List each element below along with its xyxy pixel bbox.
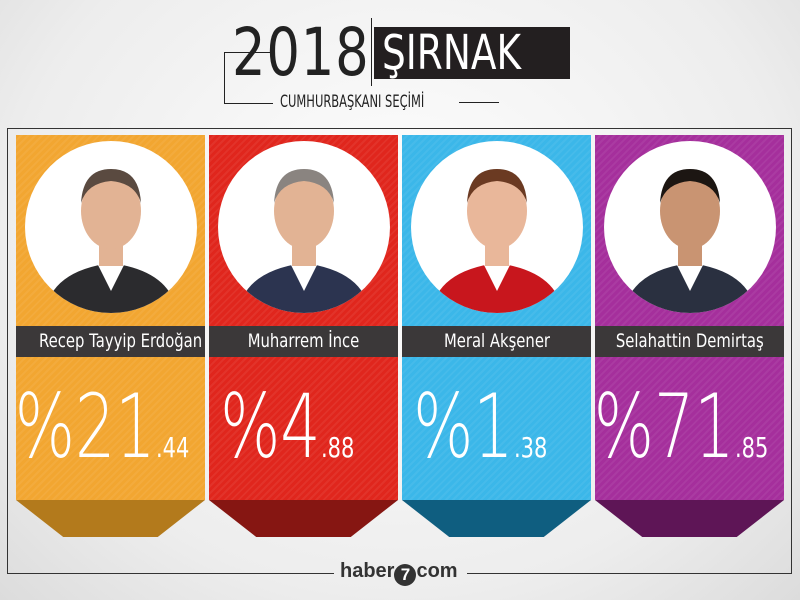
card-base [16, 500, 205, 537]
vote-percentage: %71.85 [594, 375, 769, 478]
candidate-name: Muharrem İnce [209, 326, 398, 357]
vote-percentage: %1.38 [413, 375, 548, 478]
portrait-icon [624, 169, 756, 313]
candidate-name: Recep Tayyip Erdoğan [16, 326, 205, 357]
header-bracket [224, 52, 273, 104]
candidate-card: Muharrem İnce %4.88 [209, 135, 398, 538]
candidate-name: Meral Akşener [402, 326, 591, 357]
frame-bottom-left [7, 573, 334, 574]
candidate-photo [604, 141, 776, 313]
candidate-photo [218, 141, 390, 313]
vote-percentage: %21.44 [15, 375, 190, 478]
candidate-photo [411, 141, 583, 313]
haber7-logo: haber 7 com [340, 560, 458, 586]
card-base [402, 500, 591, 537]
candidate-card: Recep Tayyip Erdoğan %21.44 [15, 135, 205, 538]
candidate-name: Selahattin Demirtaş [595, 326, 784, 357]
content-frame [7, 128, 792, 574]
portrait-icon [45, 169, 177, 313]
candidate-photo [25, 141, 197, 313]
header-year: 2018 [232, 14, 370, 91]
portrait-icon [431, 169, 563, 313]
portrait-icon [238, 169, 370, 313]
card-base [209, 500, 398, 537]
card-base [595, 500, 784, 537]
subtitle-line [459, 102, 499, 103]
vote-percentage: %4.88 [220, 375, 355, 478]
header-city: ŞIRNAK [374, 27, 570, 79]
header-divider [371, 18, 372, 86]
header-subtitle: CUMHURBAŞKANI SEÇİMİ [280, 92, 425, 112]
candidate-card: Meral Akşener %1.38 [402, 135, 591, 538]
frame-bottom-right [467, 573, 792, 574]
candidate-card: Selahattin Demirtaş %71.85 [594, 135, 784, 538]
